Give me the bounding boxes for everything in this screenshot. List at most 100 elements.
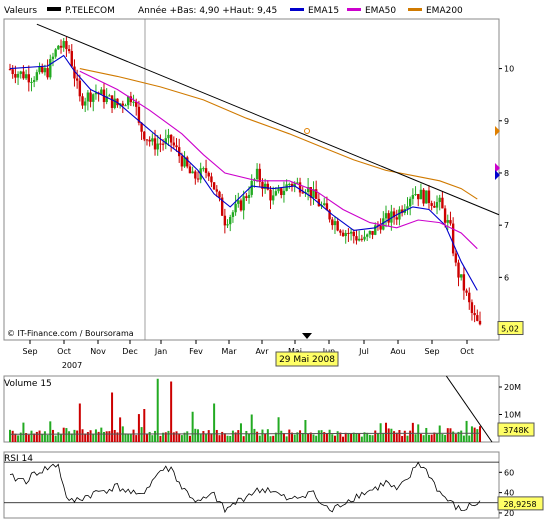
- volume-bar: [129, 434, 132, 442]
- volume-bar: [323, 432, 326, 442]
- candle-body: [62, 41, 65, 48]
- candle-body: [390, 211, 393, 223]
- volume-bar: [105, 431, 108, 442]
- candle-body: [366, 234, 369, 237]
- legend-swatch-ema200: [408, 8, 422, 11]
- candle-body: [156, 143, 159, 150]
- candle-body: [449, 220, 452, 224]
- header-stats: Année +Bas: 4,90 +Haut: 9,45: [138, 5, 277, 16]
- candle-body: [191, 171, 194, 174]
- x-tick-label: Sep: [424, 347, 439, 356]
- candle-body: [478, 320, 482, 325]
- candle-body: [312, 189, 315, 198]
- volume-bar: [242, 436, 245, 442]
- candle-body: [347, 232, 350, 234]
- candle-body: [148, 139, 151, 142]
- candle-body: [443, 208, 447, 223]
- volume-bar: [170, 381, 173, 442]
- volume-bar: [137, 414, 140, 442]
- volume-bar: [328, 429, 331, 442]
- volume-bar: [84, 433, 87, 442]
- volume-bar: [239, 423, 242, 442]
- volume-bar: [315, 435, 318, 442]
- volume-bar: [154, 430, 157, 442]
- volume-bar: [288, 429, 291, 442]
- volume-y-tick-label: 20M: [504, 383, 521, 392]
- credit-text: © IT-Finance.com / Boursorama: [7, 329, 134, 338]
- candle-body: [92, 94, 95, 102]
- volume-bar: [457, 431, 460, 442]
- volume-bar: [213, 403, 216, 442]
- volume-bar: [299, 430, 302, 442]
- candle-body: [328, 210, 331, 220]
- candle-body: [46, 68, 49, 78]
- volume-bar: [444, 434, 447, 442]
- candle-body: [65, 41, 68, 50]
- candle-body: [368, 230, 372, 235]
- candle-body: [451, 223, 455, 254]
- candle-body: [245, 196, 248, 198]
- candle-body: [30, 81, 33, 83]
- volume-bar: [449, 428, 452, 442]
- candle-body: [430, 203, 433, 206]
- volume-bar: [248, 433, 251, 442]
- candle-body: [282, 190, 286, 195]
- volume-bar: [406, 435, 409, 442]
- volume-bar: [266, 429, 269, 442]
- volume-bar: [30, 430, 33, 442]
- candle-body: [435, 202, 439, 208]
- volume-bar: [226, 435, 229, 442]
- volume-bar: [390, 428, 393, 442]
- y-tick-label: 9: [504, 117, 509, 126]
- candle-body: [226, 224, 229, 226]
- candle-body: [293, 183, 296, 187]
- candle-body: [113, 98, 116, 108]
- volume-bar: [285, 436, 288, 442]
- candle-body: [164, 138, 167, 145]
- volume-bar: [422, 435, 425, 442]
- credit-bg: [5, 327, 141, 339]
- candle-body: [210, 176, 213, 183]
- candle-body: [27, 74, 30, 83]
- candle-body: [8, 69, 12, 71]
- volume-bar: [33, 433, 36, 442]
- ema15-edge-marker: [495, 170, 500, 180]
- volume-bar: [331, 434, 334, 442]
- candle-body: [462, 274, 466, 291]
- volume-y-tick-label: 10M: [504, 411, 521, 420]
- volume-bar: [14, 433, 17, 442]
- volume-bar: [162, 432, 165, 442]
- series-line-ema50: [79, 70, 478, 250]
- candle-body: [194, 171, 197, 179]
- candle-body: [223, 215, 227, 226]
- volume-bar: [215, 429, 218, 442]
- volume-bar: [433, 432, 436, 442]
- candle-body: [75, 78, 79, 81]
- candle-body: [261, 181, 264, 189]
- x-tick-label: Oct: [57, 347, 71, 356]
- volume-bar: [414, 434, 417, 442]
- volume-bar: [307, 433, 310, 442]
- candle-body: [465, 290, 468, 293]
- volume-bar: [43, 431, 46, 442]
- candle-body: [145, 139, 149, 141]
- candle-body: [140, 122, 143, 132]
- candle-body: [392, 211, 396, 218]
- price-trendline: [36, 23, 500, 216]
- candle-body: [398, 209, 401, 220]
- last-price-box: [497, 321, 524, 336]
- volume-bar: [207, 430, 210, 442]
- volume-bar: [172, 432, 175, 442]
- volume-bar: [409, 430, 412, 442]
- candle-body: [425, 190, 428, 204]
- volume-bar: [65, 428, 68, 442]
- candle-body: [135, 101, 138, 107]
- volume-bar: [333, 435, 336, 442]
- candle-body: [70, 51, 73, 67]
- volume-bar: [274, 432, 277, 442]
- candle-body: [105, 96, 108, 103]
- volume-bar: [401, 436, 404, 442]
- cursor-marker[interactable]: [302, 333, 312, 339]
- volume-bar: [17, 435, 20, 442]
